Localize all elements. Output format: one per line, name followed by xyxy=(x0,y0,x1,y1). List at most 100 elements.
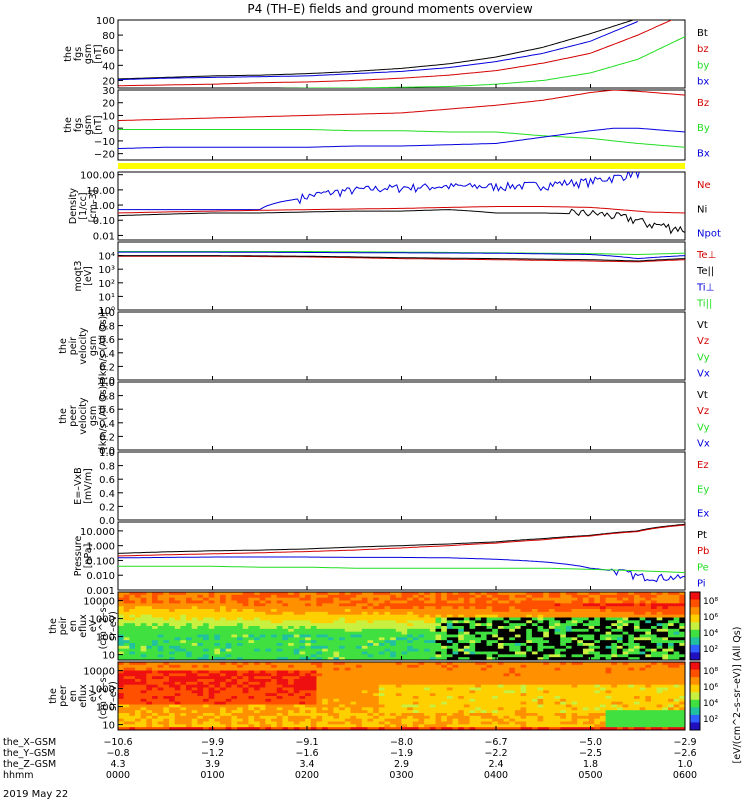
spectrogram-cell xyxy=(237,676,244,680)
spectrogram-cell xyxy=(265,721,272,725)
y-axis-label: [cm–3] xyxy=(88,190,99,223)
spectrogram-cell xyxy=(186,657,193,660)
spectrogram-cell xyxy=(412,696,420,700)
spectrogram-cell xyxy=(577,715,584,720)
spectrogram-cell xyxy=(407,715,414,720)
series-group xyxy=(118,20,685,88)
spectrogram-cell xyxy=(146,718,153,723)
spectrogram-cell xyxy=(231,597,238,602)
spectrogram-cell xyxy=(503,664,510,669)
spectrogram-cell xyxy=(169,693,176,697)
y-axis-label: the xyxy=(63,117,74,133)
spectrogram-cell xyxy=(622,637,629,641)
spectrogram-cell xyxy=(378,637,386,641)
spectrogram-cell xyxy=(208,645,215,650)
spectrogram-cell xyxy=(441,592,448,596)
spectrogram-cell xyxy=(520,690,527,694)
spectrogram-cell xyxy=(180,667,187,672)
spectrogram-cell xyxy=(656,651,663,655)
spectrogram-cell xyxy=(322,600,329,604)
spectrogram-cell xyxy=(520,651,527,655)
spectrogram-cell xyxy=(356,684,363,689)
spectrogram-cell xyxy=(531,696,539,700)
spectrogram-cell xyxy=(582,623,590,627)
spectrogram-cell xyxy=(214,707,221,711)
spectrogram-cell xyxy=(645,600,652,604)
spectrogram-cell xyxy=(140,600,147,604)
spectrogram-cell xyxy=(418,648,425,653)
spectrogram-cell xyxy=(622,648,629,653)
spectrogram-cell xyxy=(486,611,493,616)
spectrogram-cell xyxy=(242,681,250,686)
spectrogram-cell xyxy=(475,600,482,604)
spectrogram-cell xyxy=(412,684,420,689)
spectrogram-cell xyxy=(514,623,522,627)
series-line-pi xyxy=(118,556,685,583)
spectrogram-cell xyxy=(344,681,352,686)
spectrogram-cell xyxy=(628,721,635,725)
spectrogram-cell xyxy=(662,603,669,607)
spectrogram-cell xyxy=(418,664,425,669)
spectrogram-cell xyxy=(395,645,403,650)
spectrogram-cell xyxy=(656,637,663,641)
spectrogram-cell xyxy=(571,597,578,602)
spectrogram-cell xyxy=(322,704,329,708)
spectrogram-cell xyxy=(276,690,284,694)
spectrogram-cell xyxy=(271,673,278,677)
spectrogram-cell xyxy=(390,704,397,708)
spectrogram-cell xyxy=(259,648,267,653)
spectrogram-cell xyxy=(350,648,357,653)
spectrogram-cell xyxy=(662,637,669,641)
spectrogram-cell xyxy=(429,606,437,610)
spectrogram-cell xyxy=(531,640,539,644)
spectrogram-cell xyxy=(571,684,578,689)
spectrogram-cell xyxy=(418,651,425,655)
spectrogram-cell xyxy=(174,662,181,666)
spectrogram-cell xyxy=(140,673,147,677)
spectrogram-cell xyxy=(259,681,267,686)
spectrogram-cell xyxy=(628,681,635,686)
spectrogram-cell xyxy=(242,721,250,725)
spectrogram-cell xyxy=(616,715,624,720)
spectrogram-cell xyxy=(282,645,289,650)
spectrogram-cell xyxy=(628,637,635,641)
spectrogram-cell xyxy=(520,667,527,672)
spectrogram-cell xyxy=(565,670,573,674)
spectrogram-cell xyxy=(316,676,323,680)
spectrogram-cell xyxy=(242,690,250,694)
spectrogram-cell xyxy=(418,696,425,700)
spectrogram-cell xyxy=(373,690,380,694)
spectrogram-cell xyxy=(469,727,476,730)
spectrogram-cell xyxy=(548,696,556,700)
spectrogram-cell xyxy=(520,673,527,677)
spectrogram-cell xyxy=(616,704,624,708)
spectrogram-cell xyxy=(140,594,147,599)
spectrogram-cell xyxy=(480,673,488,677)
spectrogram-cell xyxy=(435,640,442,644)
legend-entry: bx xyxy=(697,77,709,88)
spectrogram-cell xyxy=(565,724,573,728)
spectrogram-cell xyxy=(497,670,505,674)
spectrogram-cell xyxy=(395,637,403,641)
spectrogram-cell xyxy=(492,670,499,674)
spectrogram-cell xyxy=(446,634,454,638)
spectrogram-cell xyxy=(633,631,641,636)
spectrogram-cell xyxy=(622,701,629,706)
spectrogram-cell xyxy=(344,643,352,647)
spectrogram-cell xyxy=(203,673,210,677)
spectrogram-cell xyxy=(458,664,465,669)
spectrogram-cell xyxy=(486,667,493,672)
spectrogram-cell xyxy=(169,651,176,655)
spectrogram-cell xyxy=(310,676,318,680)
spectrogram-cell xyxy=(384,620,391,624)
spectrogram-cell xyxy=(271,718,278,723)
spectrogram-cell xyxy=(429,614,437,619)
spectrogram-cell xyxy=(123,617,130,621)
spectrogram-cell xyxy=(412,606,420,610)
spectrogram-cell xyxy=(429,657,437,660)
spectrogram-cell xyxy=(401,684,408,689)
spectrogram-cell xyxy=(616,609,624,613)
spectrogram-cell xyxy=(356,673,363,677)
spectrogram-cell xyxy=(520,701,527,706)
spectrogram-cell xyxy=(503,645,510,650)
